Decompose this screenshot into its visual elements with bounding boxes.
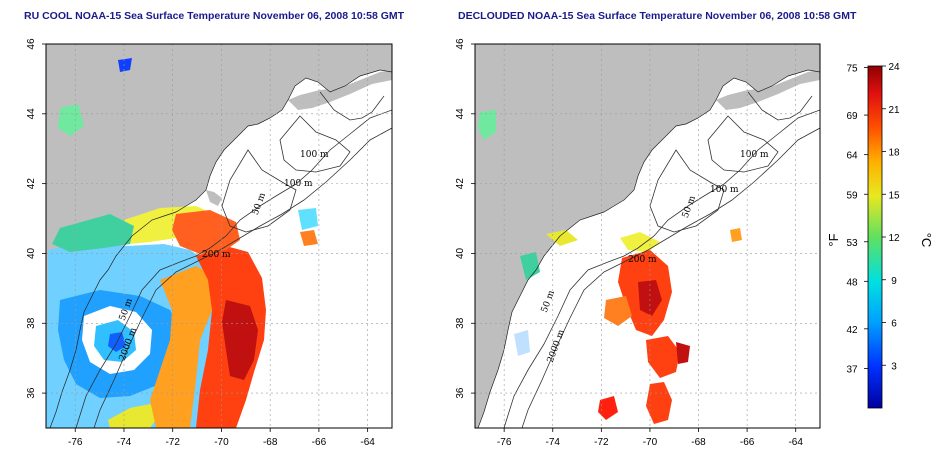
left-x-tick-label: -66 — [312, 437, 327, 448]
colorbar-fahrenheit-label: 53 — [846, 238, 858, 249]
right-x-tick-label: -72 — [594, 437, 609, 448]
svg-text:200 m: 200 m — [628, 255, 657, 265]
left-y-tick-label: 46 — [26, 38, 37, 50]
colorbar-celsius-label: 3 — [891, 361, 897, 372]
right-x-tick-label: -68 — [691, 437, 706, 448]
colorbar-ramp — [867, 65, 883, 409]
left-bathymetry-contours — [75, 91, 392, 428]
svg-text:100 m: 100 m — [284, 179, 313, 189]
colorbar: 24 75 21 69 18 64 15 59 12 53 9 48 6 42 3 37 °F °C — [826, 62, 934, 409]
colorbar-fahrenheit-label: 59 — [846, 190, 858, 201]
right-x-tick-label: -64 — [788, 437, 803, 448]
svg-text:100 m: 100 m — [300, 150, 329, 160]
right-sst-field — [478, 110, 742, 424]
colorbar-fahrenheit-label: 75 — [846, 64, 858, 75]
svg-text:100 m: 100 m — [740, 150, 769, 160]
right-x-tick-label: -74 — [546, 437, 561, 448]
right-y-tick-label: 46 — [455, 38, 466, 50]
left-x-tick-label: -64 — [360, 437, 375, 448]
left-y-tick-label: 40 — [26, 247, 37, 259]
right-y-tick-label: 36 — [455, 387, 466, 399]
colorbar-fahrenheit-label: 37 — [846, 364, 858, 375]
colorbar-celsius-label: 21 — [888, 105, 900, 116]
left-sst-field — [46, 58, 318, 428]
colorbar-celsius-label: 15 — [888, 190, 900, 201]
left-map-frame — [45, 43, 393, 429]
colorbar-celsius-label: 18 — [888, 148, 900, 159]
left-y-tick-label: 42 — [26, 178, 37, 190]
right-axis-labels: -76 -74 -72 -70 -68 -66 -64 36 38 40 42 44 46 — [455, 38, 803, 448]
right-sst-map: 100 m 100 m 50 m 200 m 50 m 2000 m — [475, 44, 820, 428]
colorbar-celsius-label: 12 — [888, 233, 900, 244]
right-gridlines — [475, 43, 820, 428]
left-x-tick-label: -70 — [214, 437, 229, 448]
left-x-tick-label: -76 — [68, 437, 83, 448]
left-nova-scotia — [288, 70, 392, 110]
right-y-tick-label: 44 — [455, 108, 466, 120]
right-map-title: DECLOUDED NOAA-15 Sea Surface Temperatur… — [458, 10, 857, 22]
colorbar-fahrenheit-label: 42 — [846, 325, 858, 336]
left-cape-cod — [206, 190, 222, 206]
right-x-tick-label: -66 — [740, 437, 755, 448]
left-y-tick-label: 36 — [26, 387, 37, 399]
right-y-tick-label: 40 — [455, 247, 466, 259]
left-x-tick-label: -72 — [165, 437, 180, 448]
right-bathymetry-contours — [503, 91, 820, 428]
colorbar-fahrenheit-label: 64 — [846, 151, 858, 162]
left-coastline — [49, 69, 392, 428]
colorbar-fahrenheit-label: 48 — [846, 277, 858, 288]
colorbar-fahrenheit-label: 69 — [846, 111, 858, 122]
left-x-tick-label: -68 — [263, 437, 278, 448]
right-nova-scotia — [716, 70, 820, 110]
colorbar-celsius-label: 24 — [888, 62, 900, 73]
celsius-unit-label: °C — [919, 233, 934, 248]
svg-text:100 m: 100 m — [710, 185, 739, 195]
colorbar-ticks: 24 75 21 69 18 64 15 59 12 53 9 48 6 42 3 37 — [846, 62, 900, 375]
svg-text:200 m: 200 m — [202, 250, 231, 260]
left-x-tick-label: -74 — [117, 437, 132, 448]
colorbar-celsius-label: 6 — [891, 319, 897, 330]
left-y-tick-label: 44 — [26, 108, 37, 120]
left-map-title: RU COOL NOAA-15 Sea Surface Temperature … — [24, 10, 405, 22]
right-x-tick-label: -76 — [497, 437, 512, 448]
colorbar-celsius-label: 9 — [891, 276, 897, 287]
left-y-tick-label: 38 — [26, 317, 37, 329]
left-gridlines — [46, 43, 392, 428]
left-land — [46, 44, 392, 428]
left-axis-labels: -76 -74 -72 -70 -68 -66 -64 36 38 40 42 44 46 — [26, 38, 375, 448]
right-coastline — [477, 69, 820, 428]
fahrenheit-unit-label: °F — [826, 233, 841, 246]
right-land — [475, 44, 820, 428]
right-map-frame — [474, 43, 821, 429]
right-x-tick-label: -70 — [643, 437, 658, 448]
right-y-tick-label: 38 — [455, 317, 466, 329]
left-sst-map: 100 m 100 m 50 m 200 m 50 m 2000 m — [46, 44, 392, 428]
right-y-tick-label: 42 — [455, 178, 466, 190]
